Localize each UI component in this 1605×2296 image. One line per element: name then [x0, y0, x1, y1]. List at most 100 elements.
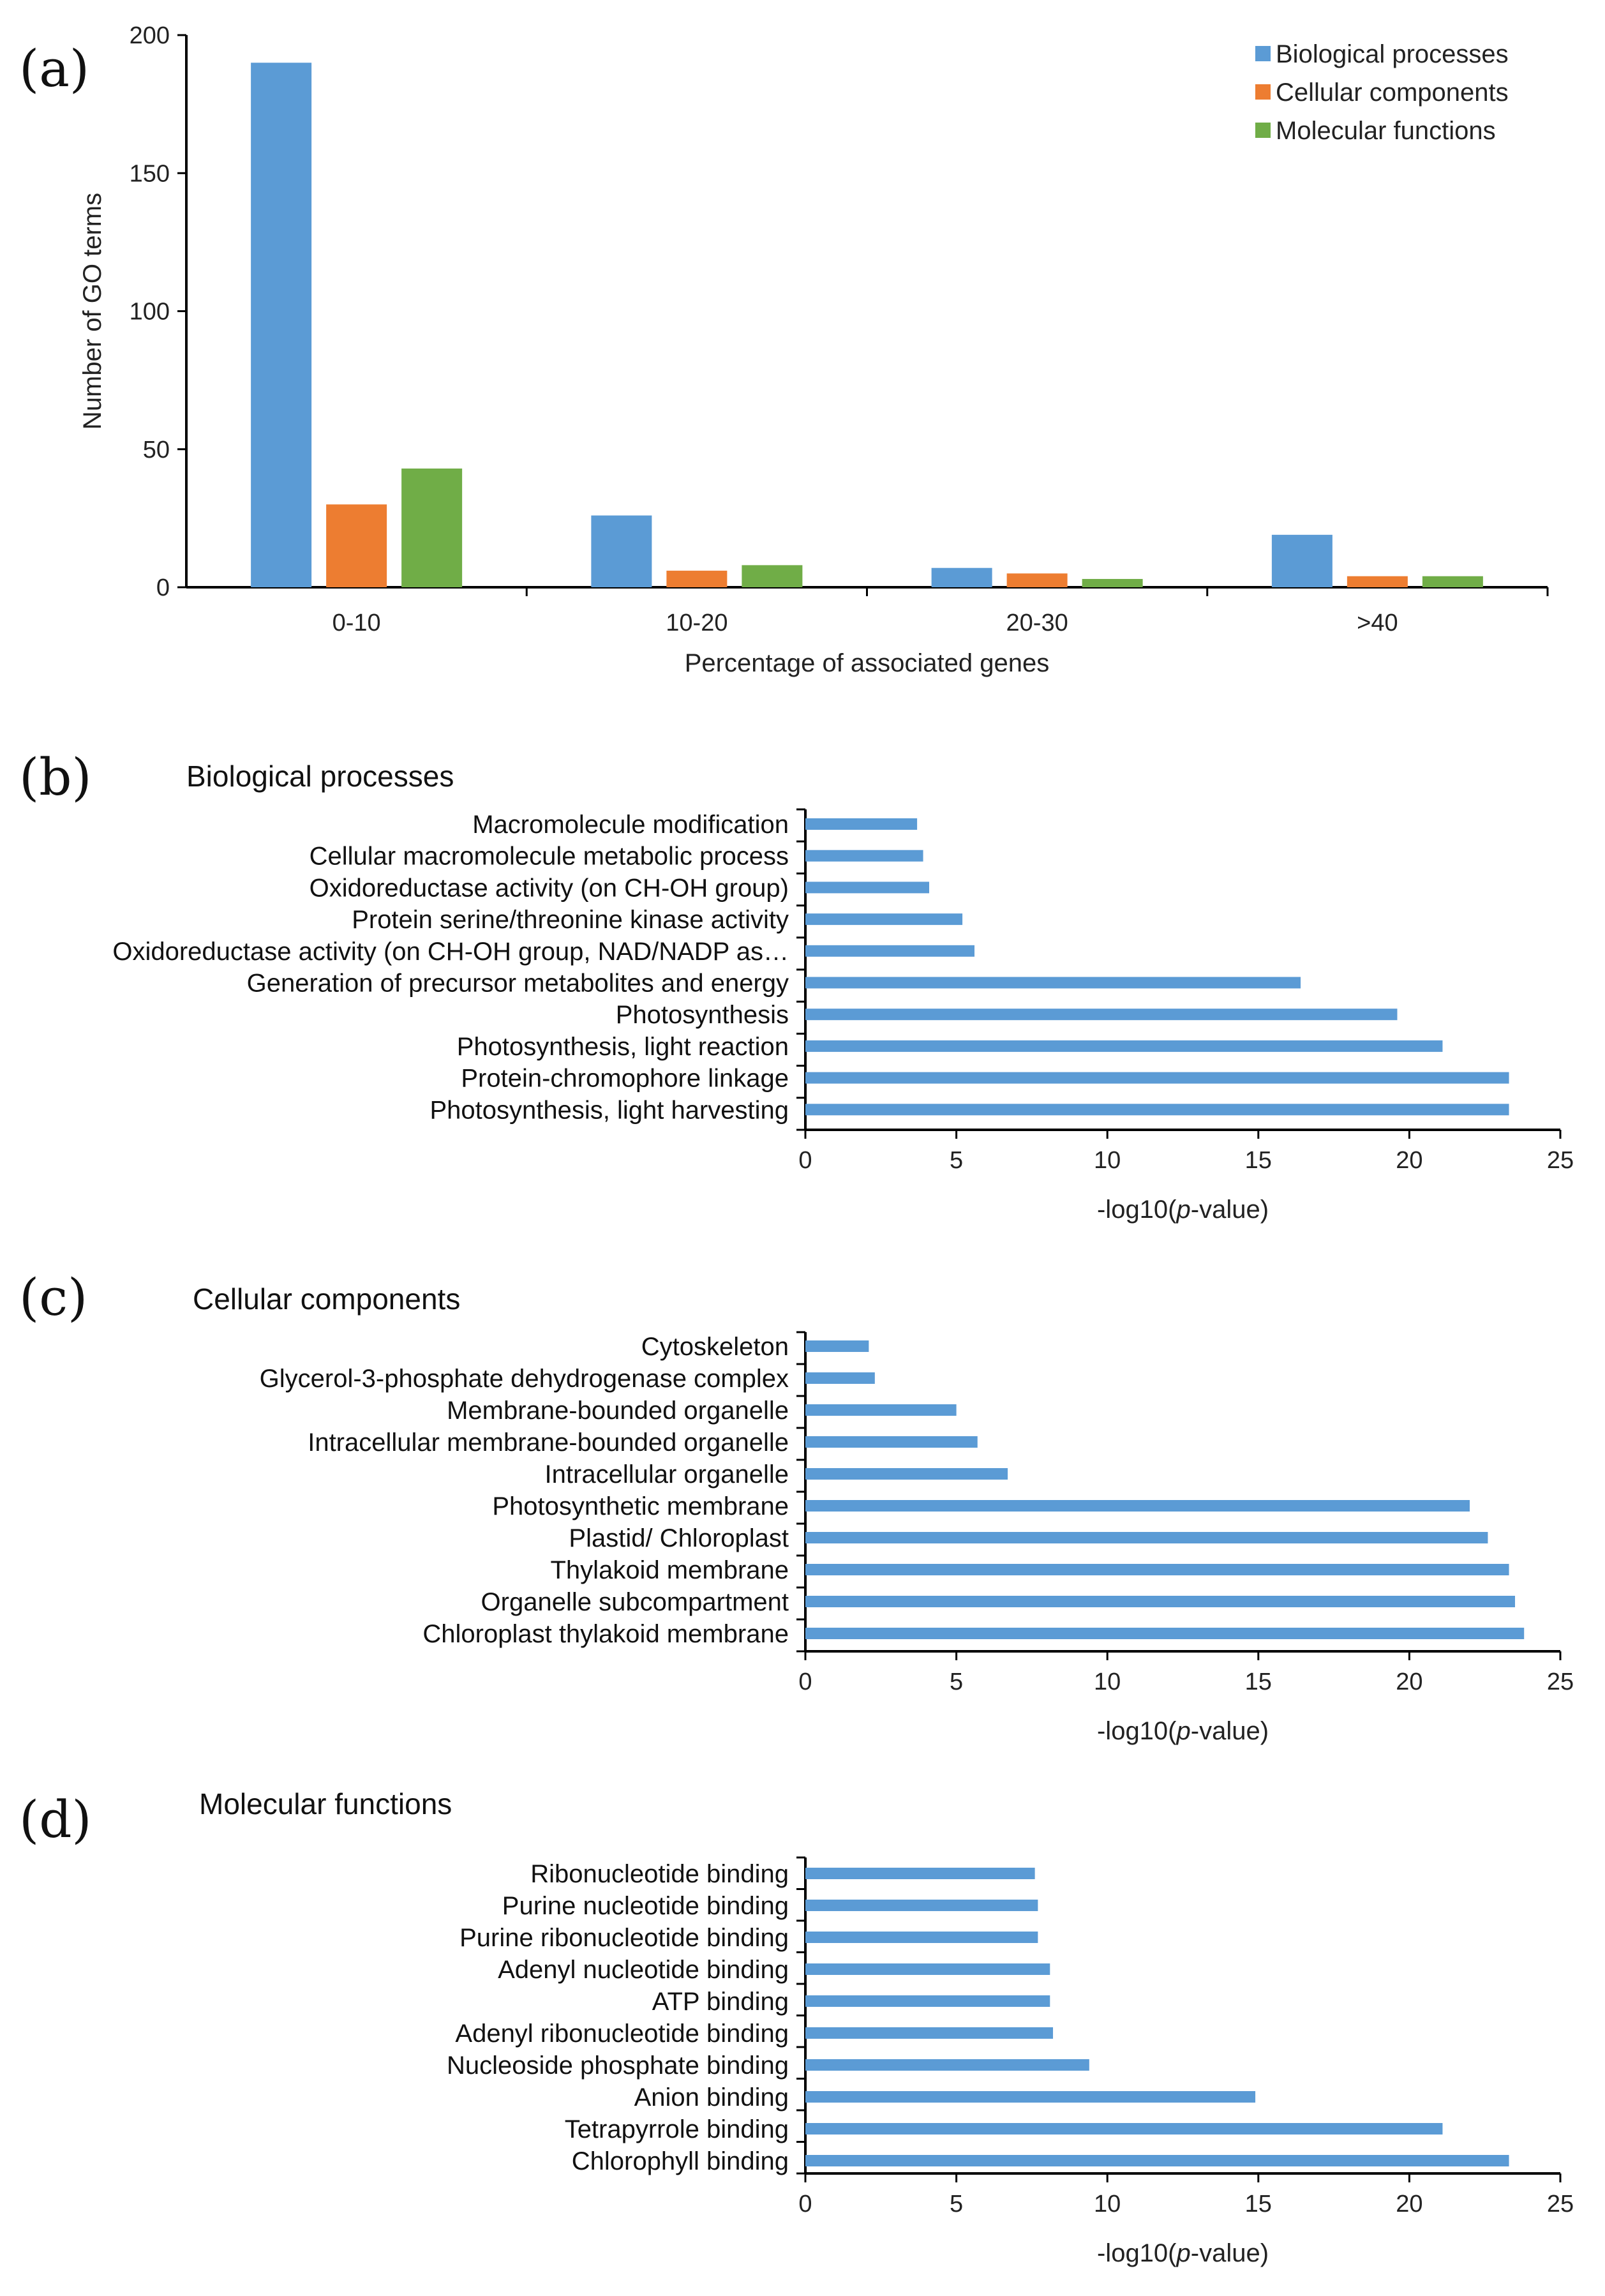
bar	[1082, 579, 1143, 587]
y-tick-label: 50	[143, 437, 170, 463]
x-tick-label: 0	[798, 1669, 812, 1695]
chart-a: (a) 0 50 100 150 200 0-10 10-20 20-30 >40 Percenta…	[19, 22, 1549, 677]
x-tick-label: 10-20	[666, 610, 728, 636]
category-label: Nucleoside phosphate binding	[447, 2052, 789, 2080]
bar	[1422, 576, 1483, 587]
bar	[401, 469, 463, 587]
bar	[1347, 576, 1408, 587]
category-label: Adenyl ribonucleotide binding	[455, 2020, 789, 2048]
x-tick-label: 5	[950, 1669, 963, 1695]
bar	[251, 63, 312, 587]
panel-letter-c: (c)	[19, 1268, 87, 1327]
bar	[805, 2123, 1443, 2135]
x-tick-label: 15	[1245, 1669, 1272, 1695]
x-axis-title-part: p	[1176, 2239, 1191, 2267]
x-tick-label: 0-10	[332, 610, 381, 636]
bar	[1006, 573, 1068, 587]
legend-label: Cellular components	[1276, 79, 1509, 107]
x-tick-label: 20	[1396, 1147, 1422, 1174]
bar	[805, 2091, 1256, 2103]
bar	[805, 1868, 1035, 1879]
bar	[805, 1104, 1509, 1116]
x-tick-label: 20	[1396, 1669, 1422, 1695]
y-tick-label: 100	[130, 299, 170, 326]
bar	[805, 2155, 1509, 2166]
x-tick-label: 0	[798, 1147, 812, 1174]
category-label: Intracellular membrane-bounded organelle	[308, 1429, 789, 1457]
bar	[805, 1340, 869, 1352]
category-label: Organelle subcompartment	[481, 1588, 789, 1616]
bar	[805, 1900, 1038, 1911]
legend-swatch	[1255, 84, 1271, 100]
y-axis-title: Number of GO terms	[78, 193, 107, 430]
bar	[805, 882, 930, 894]
category-label: Photosynthesis, light reaction	[457, 1033, 789, 1061]
bar	[805, 818, 918, 830]
category-label: Photosynthetic membrane	[492, 1492, 789, 1520]
bar	[805, 1564, 1509, 1575]
x-axis-title-part: -value)	[1191, 2239, 1269, 2267]
category-label: Membrane-bounded organelle	[447, 1397, 789, 1425]
category-label: Protein-chromophore linkage	[461, 1065, 789, 1093]
bar	[931, 567, 992, 587]
panel-letter-a: (a)	[19, 39, 89, 98]
bar	[805, 913, 963, 926]
x-tick-label: 25	[1547, 2191, 1574, 2217]
bar	[805, 1436, 978, 1448]
category-label: Chloroplast thylakoid membrane	[422, 1620, 789, 1648]
category-label: Macromolecule modification	[472, 811, 789, 839]
y-tick-label: 0	[156, 574, 170, 601]
x-tick-label: 20-30	[1006, 610, 1068, 636]
bar	[742, 565, 803, 587]
category-label: Protein serine/threonine kinase activity	[352, 906, 789, 934]
category-label: Anion binding	[634, 2083, 789, 2112]
bar	[805, 1404, 957, 1416]
x-tick-label: 5	[950, 2191, 963, 2217]
category-label: Cytoskeleton	[641, 1333, 789, 1361]
x-axis-title: Percentage of associated genes	[685, 649, 1050, 677]
category-label: Glycerol-3-phosphate dehydrogenase compl…	[260, 1365, 789, 1393]
x-tick-label: 20	[1396, 2191, 1422, 2217]
category-label: Chlorophyll binding	[572, 2147, 789, 2175]
category-label: Cellular macromolecule metabolic process	[310, 843, 789, 871]
bar	[666, 571, 728, 587]
chart-b: (b) Biological processes Macromolecule mod…	[19, 747, 1574, 1224]
legend-swatch	[1255, 46, 1271, 61]
x-tick-label: 10	[1094, 2191, 1121, 2217]
x-axis-title-part: p	[1176, 1717, 1191, 1745]
legend-label: Molecular functions	[1276, 117, 1496, 145]
chart-title-c: Cellular components	[193, 1282, 460, 1316]
bar	[1271, 534, 1333, 587]
category-label: Tetrapyrrole binding	[565, 2115, 789, 2143]
category-label: Purine nucleotide binding	[502, 1892, 789, 1920]
category-label: Thylakoid membrane	[551, 1556, 789, 1584]
bar	[805, 1532, 1488, 1543]
category-label: Oxidoreductase activity (on CH-OH group)	[310, 874, 789, 902]
bar	[805, 1072, 1509, 1084]
y-tick-label: 150	[130, 160, 170, 187]
x-tick-label: 10	[1094, 1669, 1121, 1695]
bar	[805, 1596, 1516, 1607]
bar	[805, 1372, 875, 1384]
bar	[805, 2027, 1054, 2039]
category-label: Adenyl nucleotide binding	[498, 1956, 789, 1984]
x-axis-title: -log10(p-value)	[1097, 1717, 1269, 1745]
bar	[805, 2059, 1089, 2071]
category-label: Intracellular organelle	[545, 1460, 789, 1489]
category-label: Photosynthesis, light harvesting	[429, 1096, 789, 1124]
bar	[805, 1468, 1008, 1480]
category-label: Purine ribonucleotide binding	[459, 1924, 789, 1952]
bar	[591, 515, 652, 587]
chart-c: (c) Cellular components Cytoskeleton Glycer…	[19, 1268, 1574, 1745]
bar	[805, 1963, 1050, 1975]
bar	[326, 504, 387, 587]
panel-letter-b: (b)	[19, 747, 92, 807]
bar	[805, 1995, 1050, 2007]
legend-swatch	[1255, 123, 1271, 138]
category-label: ATP binding	[652, 1988, 789, 2016]
x-axis-title-part: -log10(	[1097, 1196, 1177, 1224]
x-axis-title-part: -log10(	[1097, 2239, 1177, 2267]
bar	[805, 1628, 1525, 1639]
x-tick-label: 25	[1547, 1147, 1574, 1174]
